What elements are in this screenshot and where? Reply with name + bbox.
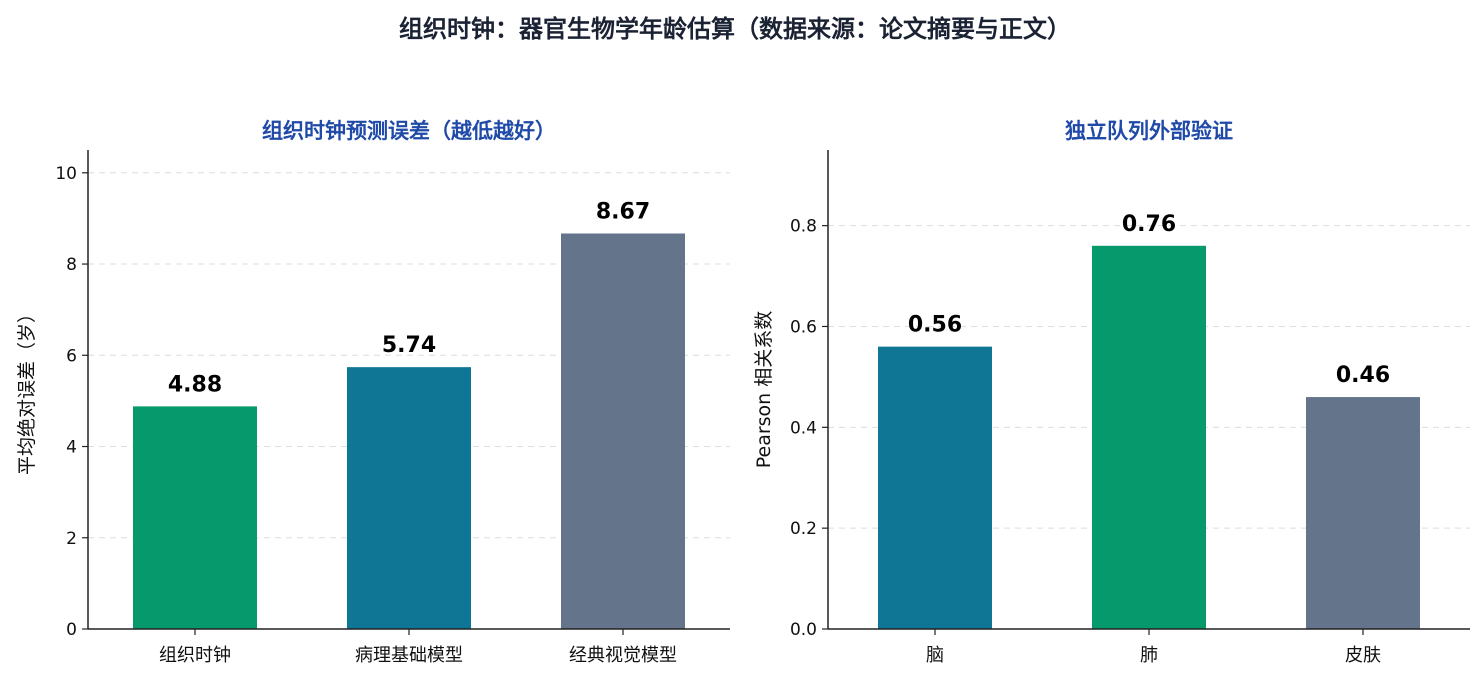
x-tick-label: 病理基础模型 bbox=[355, 645, 463, 666]
bar bbox=[1092, 245, 1206, 630]
y-tick-label: 6 bbox=[66, 346, 77, 366]
panel-title: 独立队列外部验证 bbox=[1065, 119, 1233, 143]
bar-value-label: 0.56 bbox=[908, 313, 962, 338]
bar bbox=[878, 346, 992, 629]
x-tick-label: 肺 bbox=[1140, 645, 1158, 666]
bar bbox=[347, 367, 471, 629]
y-axis-label: 平均绝对误差（岁） bbox=[16, 304, 38, 475]
x-tick-label: 皮肤 bbox=[1345, 645, 1381, 666]
y-tick-label: 8 bbox=[66, 255, 77, 275]
bar-value-label: 8.67 bbox=[596, 199, 650, 224]
y-tick-label: 10 bbox=[55, 164, 77, 184]
y-axis-label: Pearson 相关系数 bbox=[753, 311, 775, 469]
y-tick-label: 0 bbox=[66, 620, 77, 640]
bar bbox=[1306, 397, 1420, 629]
y-tick-label: 0.6 bbox=[790, 317, 817, 337]
bar bbox=[561, 233, 685, 630]
panel-mae-chart: 4.88 组织时钟 5.74 病理基础模型 8.67 经典视觉模型 0 2 4 6 8 10 组织时钟预… bbox=[16, 119, 730, 666]
y-tick-label: 0.0 bbox=[790, 620, 817, 640]
y-tick-label: 0.4 bbox=[790, 418, 817, 438]
bar-value-label: 0.46 bbox=[1336, 363, 1390, 388]
bar-value-label: 5.74 bbox=[382, 333, 436, 358]
x-tick-label: 经典视觉模型 bbox=[569, 645, 677, 666]
x-tick-label: 组织时钟 bbox=[159, 645, 231, 666]
y-tick-label: 2 bbox=[66, 529, 77, 549]
x-tick-label: 脑 bbox=[926, 645, 944, 666]
panel-title: 组织时钟预测误差（越低越好） bbox=[262, 119, 556, 143]
bar-value-label: 0.76 bbox=[1122, 212, 1176, 237]
bar bbox=[133, 406, 257, 629]
y-tick-label: 4 bbox=[66, 438, 77, 458]
figure-suptitle: 组织时钟：器官生物学年龄估算（数据来源：论文摘要与正文） bbox=[399, 15, 1071, 43]
panel-external-validation-chart: 0.56 脑 0.76 肺 0.46 皮肤 0.0 0.2 0.4 0.6 0.8 独立队列外部验证 P… bbox=[753, 119, 1470, 666]
y-tick-label: 0.2 bbox=[790, 519, 817, 539]
y-tick-label: 0.8 bbox=[790, 217, 817, 237]
bar-value-label: 4.88 bbox=[168, 372, 222, 397]
